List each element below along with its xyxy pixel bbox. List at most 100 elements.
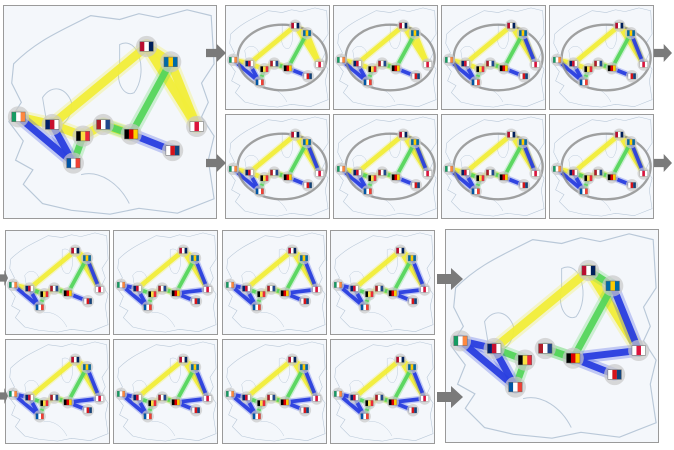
right-arrow-icon <box>654 154 672 172</box>
edge <box>390 256 414 296</box>
flag-node-icon <box>188 360 202 374</box>
flag-node-icon <box>406 404 420 417</box>
flag-node-icon <box>442 53 456 67</box>
edge <box>456 337 519 391</box>
coastline <box>522 397 572 428</box>
map-graph <box>331 232 434 333</box>
flag-node-icon <box>613 128 626 141</box>
flag-node-icon <box>6 387 20 401</box>
flag-node-icon <box>459 57 472 70</box>
panel-step-13 <box>5 339 110 444</box>
edge <box>609 140 633 180</box>
flag-node-icon <box>301 179 315 192</box>
edge <box>282 365 306 405</box>
flag-node-icon <box>505 19 518 32</box>
flag-node-icon <box>628 339 650 362</box>
edge <box>463 23 514 66</box>
edge <box>47 42 151 129</box>
right-arrow-icon <box>206 154 226 172</box>
flag-node-icon <box>240 282 253 295</box>
map-graph <box>550 116 653 217</box>
flag-node-icon <box>582 63 595 76</box>
flag-node-icon <box>376 166 389 179</box>
flag-node-icon <box>334 53 348 67</box>
flag-node-icon <box>516 26 530 40</box>
edge <box>285 140 309 180</box>
panel-step-9 <box>5 230 110 335</box>
coastline <box>224 232 326 333</box>
flag-node-icon <box>265 391 278 404</box>
map-graph <box>550 7 653 108</box>
coastline <box>43 312 68 328</box>
edge <box>609 31 633 71</box>
flag-node-icon <box>449 330 472 352</box>
flag-node-icon <box>114 278 128 292</box>
flag-node-icon <box>567 57 580 70</box>
panel-step-16 <box>330 339 435 444</box>
coastline <box>151 312 176 328</box>
flag-node-icon <box>48 391 61 404</box>
edge <box>352 248 403 291</box>
flag-node-icon <box>331 387 345 401</box>
flag-node-icon <box>281 171 294 184</box>
flag-node-icon <box>442 162 456 176</box>
flag-node-icon <box>23 391 36 404</box>
edge <box>127 58 175 138</box>
flag-node-icon <box>358 301 371 314</box>
flag-node-icon <box>250 301 263 314</box>
panel-step-2 <box>333 5 438 110</box>
flag-node-icon <box>592 166 605 179</box>
edge <box>65 365 89 405</box>
panel-step-1 <box>225 5 330 110</box>
flag-node-icon <box>334 162 348 176</box>
edge <box>65 256 89 296</box>
flag-node-icon <box>469 185 482 198</box>
map-graph <box>114 232 217 333</box>
flag-node-icon <box>136 35 158 58</box>
map-graph <box>442 116 545 217</box>
edge <box>501 31 525 71</box>
flag-node-icon <box>250 410 263 423</box>
flag-node-icon <box>592 57 605 70</box>
flag-node-icon <box>223 278 237 292</box>
flag-node-icon <box>268 57 281 70</box>
flag-node-icon <box>281 62 294 75</box>
flag-node-icon <box>366 172 379 185</box>
flag-node-icon <box>405 360 419 374</box>
coastline <box>8 9 215 215</box>
coastline <box>224 341 326 442</box>
edge <box>27 357 78 400</box>
panel-step-7 <box>441 114 546 219</box>
flag-node-icon <box>160 51 182 73</box>
flag-node-icon <box>624 26 638 40</box>
flag-node-icon <box>605 62 618 75</box>
flag-node-icon <box>351 57 364 70</box>
coastline <box>7 232 109 333</box>
flag-node-icon <box>253 76 266 89</box>
flag-node-icon <box>637 58 650 71</box>
flag-node-icon <box>7 106 30 128</box>
panel-step-5 <box>225 114 330 219</box>
flag-node-icon <box>550 53 564 67</box>
edge <box>355 23 406 66</box>
edge <box>463 132 514 175</box>
flag-node-icon <box>409 70 423 83</box>
flag-node-icon <box>278 396 291 409</box>
flag-node-icon <box>298 404 312 417</box>
coastline <box>80 173 130 204</box>
flag-node-icon <box>397 19 410 32</box>
map-graph <box>331 341 434 442</box>
flag-node-icon <box>169 287 182 300</box>
flag-node-icon <box>80 251 94 265</box>
panel-step-6 <box>333 114 438 219</box>
flag-node-icon <box>348 391 361 404</box>
flag-node-icon <box>351 166 364 179</box>
flag-node-icon <box>297 360 311 374</box>
flag-node-icon <box>517 70 531 83</box>
edge <box>27 248 78 291</box>
flag-node-icon <box>268 166 281 179</box>
panel-step-11 <box>222 230 327 335</box>
right-arrow-icon <box>437 268 463 290</box>
edge <box>393 140 417 180</box>
map-graph <box>6 232 109 333</box>
